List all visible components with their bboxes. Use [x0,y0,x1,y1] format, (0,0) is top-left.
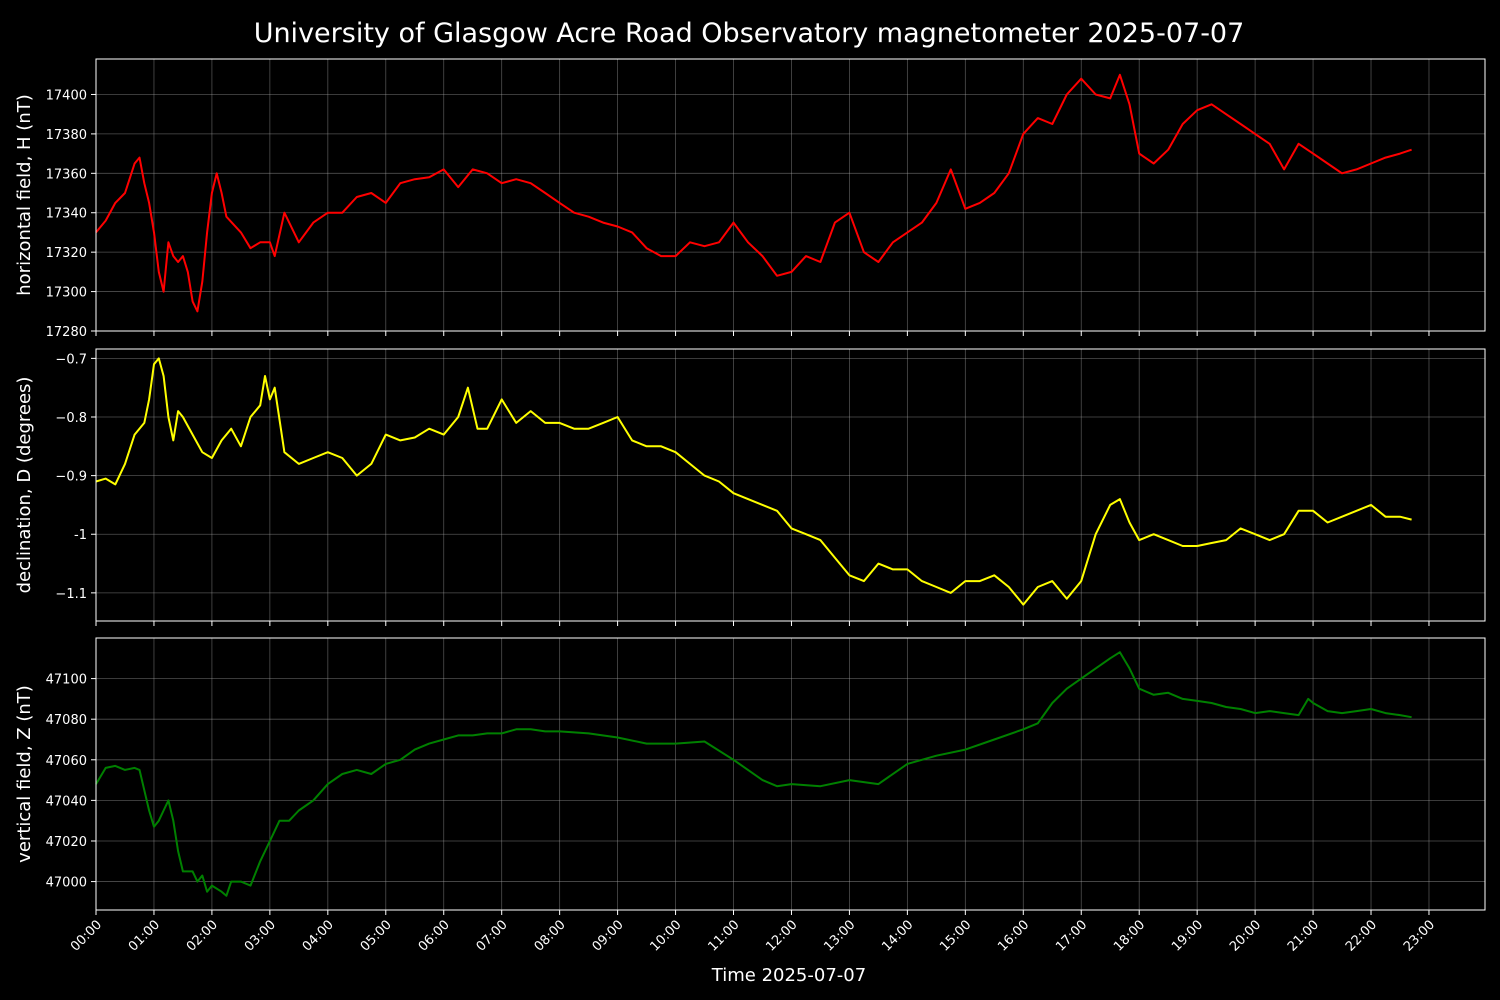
y-tick-label: 47020 [46,835,87,850]
y-tick-label: −0.9 [55,470,87,485]
y-tick-label: 17360 [46,167,87,182]
series-line-1-0 [95,357,1412,606]
plot-frame-1 [95,348,1486,622]
y-tick-label: 47100 [46,673,87,688]
plot-frame-2 [95,637,1486,911]
y-tick-label: −0.8 [55,411,87,426]
y-tick-label: -1 [74,528,87,543]
y-tick-label: 47080 [46,713,87,728]
y-tick-label: 17320 [46,246,87,261]
y-tick-label: 17380 [46,128,87,143]
y-tick-label: 47060 [46,754,87,769]
y-axis-label-0: horizontal field, H (nT) [14,94,35,296]
plot-frame-0 [95,58,1486,332]
y-tick-label: −1.1 [55,587,87,602]
y-tick-label: 47040 [46,794,87,809]
y-tick-label: 17400 [46,88,87,103]
y-axis-label-1: declination, D (degrees) [14,377,35,594]
x-axis-label: Time 2025-07-07 [711,965,866,986]
y-tick-label: −0.7 [55,352,87,367]
declination-panel: −1.1 -1 −0.9 −0.8 −0.7 declination, D (degree… [14,348,1486,626]
y-tick-label: 17300 [46,286,87,301]
series-line-2-0 [95,651,1412,897]
vertical-field-panel: 00:00 01:00 02:00 03:00 04:00 05:00 06:00 07:00… [14,637,1486,955]
y-tick-label: 17280 [46,325,87,340]
plot-area-0 [96,59,1485,331]
series-line-0-0 [95,73,1412,313]
y-tick-label: 17340 [46,207,87,222]
plot-area-1 [96,349,1485,621]
plot-area-2 [96,638,1485,910]
horizontal-field-panel: 17280 17300 17320 17340 17360 17380 17400 horiz… [14,58,1486,340]
chart-title: University of Glasgow Acre Road Observat… [254,18,1245,49]
y-axis-label-2: vertical field, Z (nT) [14,685,35,863]
y-tick-label: 47000 [46,876,87,891]
